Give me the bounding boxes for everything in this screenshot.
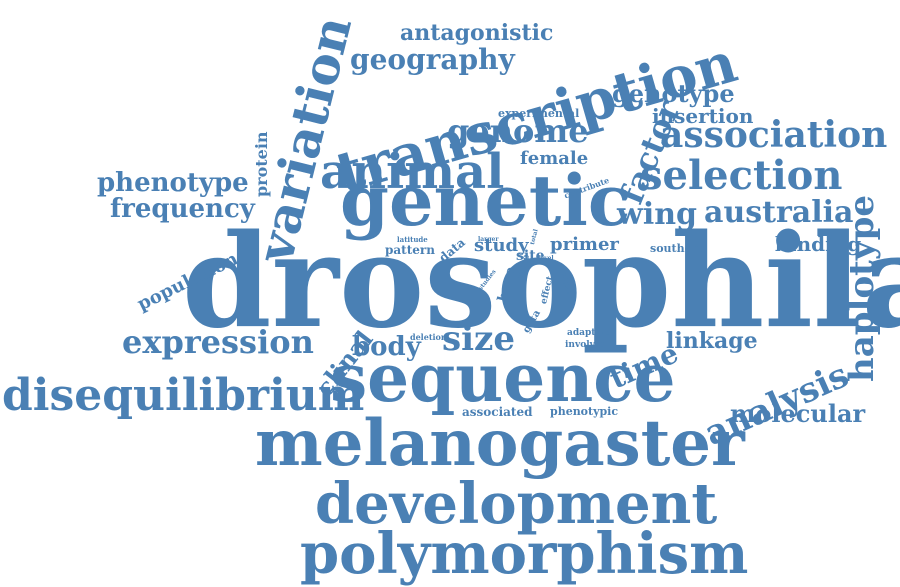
word-expression: expression xyxy=(122,323,314,361)
word-genome: genome xyxy=(447,112,589,150)
word-disequilibrium: disequilibrium xyxy=(2,370,365,421)
word-size: size xyxy=(442,319,515,359)
word-deletion: deletion xyxy=(410,332,447,342)
word-melanogaster: melanogaster xyxy=(255,406,745,481)
word-selection: selection xyxy=(640,152,843,199)
word-female: female xyxy=(520,148,589,169)
word-level: level xyxy=(538,255,554,262)
word-site: site xyxy=(516,248,545,264)
word-drosophila: drosophila xyxy=(182,207,900,357)
word-latitude: latitude xyxy=(397,235,428,244)
word-study: study xyxy=(474,235,529,256)
word-pattern: pattern xyxy=(385,243,435,257)
word-linkage: linkage xyxy=(666,328,758,354)
word-antagonistic: antagonistic xyxy=(400,20,554,46)
word-primer: primer xyxy=(550,234,619,255)
word-experimental: experimental xyxy=(498,107,580,120)
word-involved: involved xyxy=(565,340,607,350)
word-insertion: insertion xyxy=(652,104,754,128)
word-genotype: genotype xyxy=(612,79,735,108)
word-molecular: molecular xyxy=(730,399,866,428)
word-australia: australia xyxy=(704,195,854,230)
word-associated: associated xyxy=(462,405,533,419)
word-development: development xyxy=(315,471,718,537)
word-frequency: frequency xyxy=(110,194,255,224)
word-larger: larger xyxy=(478,236,499,243)
word-genetic: genetic xyxy=(340,159,631,242)
word-protein: protein xyxy=(252,131,271,197)
word-phenotype: phenotype xyxy=(97,168,249,198)
word-polymorphism: polymorphism xyxy=(300,521,749,587)
word-sequence: sequence xyxy=(330,339,676,417)
word-binding: binding xyxy=(775,232,862,256)
word-body: body xyxy=(352,332,421,362)
word-adaptive: adaptive xyxy=(567,328,610,338)
word-phenotypic: phenotypic xyxy=(550,405,619,418)
word-southern: southern xyxy=(650,242,706,255)
word-animal: animal xyxy=(320,144,505,200)
word-association: association xyxy=(660,114,888,156)
word-geography: geography xyxy=(350,43,515,76)
word-wing: wing xyxy=(617,197,698,232)
